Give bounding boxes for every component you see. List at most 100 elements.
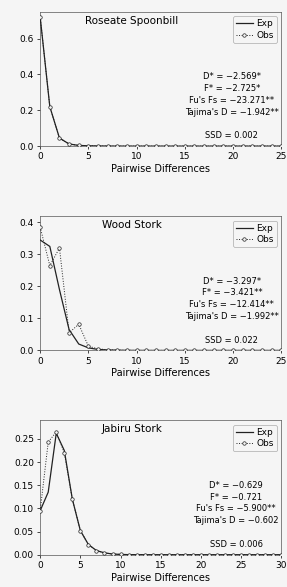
Exp: [77, 142, 80, 149]
Exp: [199, 551, 203, 558]
Obs: [116, 347, 119, 354]
Exp: [222, 347, 225, 354]
Exp: [159, 551, 162, 558]
Obs: [223, 551, 227, 558]
Obs: [87, 142, 90, 149]
Obs: [164, 347, 167, 354]
Exp: [191, 551, 195, 558]
Obs: [183, 143, 187, 150]
Exp: [125, 347, 129, 354]
Obs: [251, 143, 254, 150]
Exp: [231, 551, 235, 558]
Exp: [67, 326, 71, 333]
Line: Obs: Obs: [38, 430, 283, 556]
Exp: [38, 507, 42, 514]
Exp: [143, 551, 146, 558]
Obs: [159, 551, 162, 558]
Obs: [272, 551, 275, 558]
Obs: [193, 143, 196, 150]
Obs: [135, 347, 138, 354]
Text: D* = −2.569*
F* = −2.725*
Fu's Fs = −23.271**
Tajima's D = −1.942**

SSD = 0.002: D* = −2.569* F* = −2.725* Fu's Fs = −23.…: [185, 72, 279, 140]
Exp: [202, 347, 206, 354]
Obs: [183, 347, 187, 354]
Obs: [67, 329, 71, 336]
Obs: [212, 143, 216, 150]
Exp: [183, 347, 187, 354]
Legend: Exp, Obs: Exp, Obs: [233, 221, 277, 247]
Exp: [87, 541, 90, 548]
Obs: [260, 143, 264, 150]
Exp: [145, 143, 148, 150]
Exp: [247, 551, 251, 558]
Exp: [55, 430, 58, 437]
Exp: [125, 143, 129, 150]
Exp: [145, 347, 148, 354]
Obs: [154, 347, 158, 354]
Obs: [96, 143, 100, 150]
Obs: [231, 551, 235, 558]
Exp: [38, 14, 42, 21]
Exp: [46, 488, 50, 495]
Text: Roseate Spoonbill: Roseate Spoonbill: [85, 16, 179, 26]
Exp: [111, 551, 114, 558]
Exp: [164, 143, 167, 150]
X-axis label: Pairwise Differences: Pairwise Differences: [111, 369, 210, 379]
Exp: [151, 551, 154, 558]
Exp: [167, 551, 170, 558]
Obs: [111, 551, 114, 558]
Obs: [48, 262, 52, 269]
Obs: [260, 347, 264, 354]
Obs: [38, 507, 42, 514]
Obs: [154, 143, 158, 150]
Exp: [116, 347, 119, 354]
Obs: [87, 541, 90, 548]
Exp: [67, 140, 71, 147]
Exp: [87, 142, 90, 149]
Exp: [71, 495, 74, 502]
Exp: [241, 143, 245, 150]
Obs: [207, 551, 211, 558]
Exp: [38, 237, 42, 244]
Obs: [135, 143, 138, 150]
Obs: [106, 346, 109, 353]
Obs: [173, 143, 177, 150]
Obs: [103, 549, 106, 556]
Exp: [223, 551, 227, 558]
Exp: [173, 347, 177, 354]
Obs: [125, 347, 129, 354]
Obs: [212, 347, 216, 354]
Exp: [87, 345, 90, 352]
Exp: [255, 551, 259, 558]
Obs: [173, 347, 177, 354]
Obs: [251, 347, 254, 354]
Exp: [116, 143, 119, 150]
Line: Obs: Obs: [38, 225, 283, 352]
Obs: [151, 551, 154, 558]
Obs: [247, 551, 251, 558]
Exp: [127, 551, 130, 558]
Obs: [55, 429, 58, 436]
Obs: [239, 551, 243, 558]
Line: Exp: Exp: [40, 240, 281, 350]
Obs: [231, 347, 235, 354]
Obs: [48, 103, 52, 110]
Line: Obs: Obs: [38, 15, 283, 148]
Obs: [202, 143, 206, 150]
Obs: [87, 343, 90, 350]
Exp: [135, 551, 138, 558]
Text: Wood Stork: Wood Stork: [102, 220, 162, 230]
Exp: [231, 143, 235, 150]
Line: Exp: Exp: [40, 433, 281, 555]
Legend: Exp, Obs: Exp, Obs: [233, 16, 277, 43]
Exp: [154, 347, 158, 354]
Exp: [135, 347, 138, 354]
Obs: [167, 551, 170, 558]
Exp: [270, 143, 273, 150]
Obs: [193, 347, 196, 354]
Line: Exp: Exp: [40, 17, 281, 146]
Text: Jabiru Stork: Jabiru Stork: [101, 424, 162, 434]
Obs: [71, 495, 74, 502]
Exp: [77, 340, 80, 348]
X-axis label: Pairwise Differences: Pairwise Differences: [111, 573, 210, 583]
Obs: [202, 347, 206, 354]
